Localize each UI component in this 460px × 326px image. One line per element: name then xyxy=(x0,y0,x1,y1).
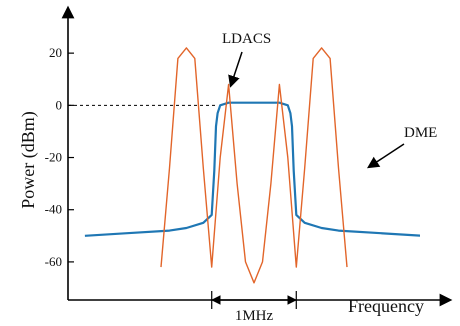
y-tick-label: 0 xyxy=(56,97,63,112)
y-axis-label: Power (dBm) xyxy=(18,111,39,209)
annotation-dme: DME xyxy=(404,125,437,141)
annotation-arrow-ldacs xyxy=(228,51,243,88)
series-line-dme xyxy=(160,47,348,284)
y-tick-label: -40 xyxy=(45,202,62,217)
series-line-ldacs xyxy=(84,101,420,237)
bandwidth-label: 1MHz xyxy=(235,308,274,324)
annotation-arrow-dme xyxy=(366,143,405,169)
annotation-ldacs: LDACS xyxy=(222,31,271,47)
x-axis-label: Frequency xyxy=(348,296,424,316)
y-tick-label: -60 xyxy=(45,254,62,269)
y-tick-label: 20 xyxy=(49,45,62,60)
y-tick-label: -20 xyxy=(45,150,62,165)
